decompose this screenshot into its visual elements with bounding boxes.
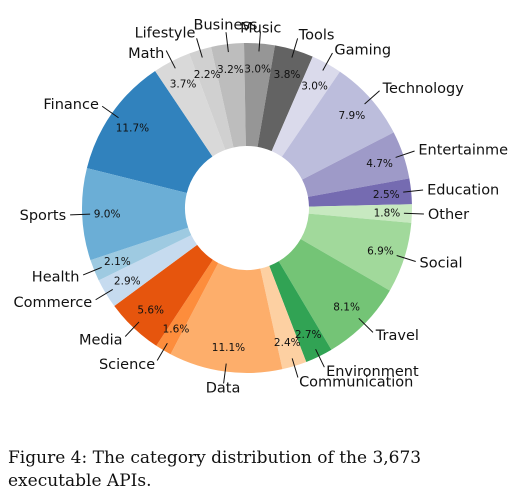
category-label-commerce: Commerce bbox=[14, 295, 93, 311]
slice-sports bbox=[82, 168, 189, 261]
slice-social bbox=[300, 213, 412, 291]
category-label-math: Math bbox=[128, 46, 164, 62]
category-label-technology: Technology bbox=[382, 81, 465, 97]
leader-commerce bbox=[95, 288, 114, 301]
slice-environment bbox=[269, 261, 332, 362]
slice-commerce bbox=[98, 235, 198, 307]
slice-science bbox=[156, 259, 219, 355]
slice-math bbox=[155, 53, 226, 157]
leader-business bbox=[225, 32, 229, 53]
percent-label-lifestyle: 2.2% bbox=[194, 69, 221, 81]
category-label-business: Business bbox=[194, 17, 258, 33]
leader-math bbox=[165, 50, 176, 69]
percent-label-gaming: 3.0% bbox=[301, 80, 328, 92]
slice-tools bbox=[257, 45, 313, 152]
category-label-science: Science bbox=[99, 357, 155, 373]
figure-caption: Figure 4: The category distribution of t… bbox=[8, 448, 422, 491]
leader-communication bbox=[291, 358, 299, 378]
percent-label-music: 3.0% bbox=[244, 63, 271, 75]
percent-label-technology: 7.9% bbox=[339, 110, 366, 122]
leader-education bbox=[403, 189, 424, 193]
leader-environment bbox=[315, 349, 325, 368]
percent-label-social: 6.9% bbox=[367, 245, 394, 257]
percent-label-travel: 8.1% bbox=[333, 301, 360, 313]
category-label-tools: Tools bbox=[298, 28, 335, 44]
slice-entertainment bbox=[302, 132, 410, 197]
category-label-environment: Environment bbox=[326, 364, 419, 380]
category-label-entertainment: Entertainment bbox=[418, 143, 509, 159]
slice-communication bbox=[260, 265, 307, 370]
slice-technology bbox=[281, 71, 394, 180]
percent-label-finance: 11.7% bbox=[116, 123, 149, 135]
slice-health bbox=[90, 227, 192, 281]
slice-data bbox=[170, 262, 283, 373]
leader-sports bbox=[70, 213, 91, 216]
slice-business bbox=[211, 43, 246, 148]
leader-travel bbox=[358, 317, 374, 333]
leader-finance bbox=[101, 105, 119, 119]
percent-label-entertainment: 4.7% bbox=[366, 158, 393, 170]
percent-label-other: 1.8% bbox=[374, 208, 401, 220]
slice-lifestyle bbox=[189, 46, 234, 150]
percent-labels: 11.7%3.7%2.2%3.2% 3.0% 3.8%3.0%7.9%4.7%2.5… bbox=[94, 63, 401, 353]
percent-label-science: 1.6% bbox=[163, 324, 190, 336]
leader-media bbox=[124, 321, 140, 337]
category-label-social: Social bbox=[420, 256, 463, 272]
percent-label-commerce: 2.9% bbox=[114, 276, 141, 288]
percent-label-math: 3.7% bbox=[170, 78, 197, 90]
percent-label-data: 11.1% bbox=[212, 342, 245, 354]
category-label-gaming: Gaming bbox=[334, 42, 391, 58]
category-label-education: Education bbox=[427, 183, 499, 199]
category-label-health: Health bbox=[32, 269, 80, 285]
slice-other bbox=[308, 204, 412, 223]
leader-entertainment bbox=[395, 150, 415, 158]
slice-media bbox=[114, 244, 213, 346]
slice-education bbox=[307, 178, 412, 207]
leader-lifestyle bbox=[196, 38, 203, 58]
leader-technology bbox=[364, 90, 380, 105]
slice-finance bbox=[86, 70, 213, 194]
category-label-communication: Communication bbox=[299, 374, 413, 390]
percent-label-sports: 9.0% bbox=[94, 208, 121, 220]
category-label-music: Music bbox=[240, 21, 281, 37]
slice-music bbox=[243, 43, 275, 147]
percent-label-media: 5.6% bbox=[137, 305, 164, 317]
percent-label-business: 3.2% bbox=[217, 64, 244, 76]
slice-gaming bbox=[271, 56, 340, 157]
percent-label-communication: 2.4% bbox=[274, 337, 301, 349]
category-label-finance: Finance bbox=[43, 97, 99, 113]
category-label-sports: Sports bbox=[20, 208, 66, 224]
leader-music bbox=[258, 31, 261, 52]
category-label-media: Media bbox=[79, 332, 123, 348]
leader-gaming bbox=[322, 52, 333, 71]
category-label-data: Data bbox=[206, 380, 241, 396]
leader-tools bbox=[291, 38, 299, 58]
donut-chart: 11.7%3.7%2.2%3.2% 3.0% 3.8%3.0%7.9%4.7%2.5… bbox=[14, 17, 509, 396]
slices bbox=[82, 43, 412, 373]
percent-label-education: 2.5% bbox=[373, 189, 400, 201]
leader-social bbox=[396, 255, 416, 263]
percent-label-health: 2.1% bbox=[104, 256, 131, 268]
category-label-travel: Travel bbox=[375, 328, 419, 344]
percent-label-environment: 2.7% bbox=[295, 329, 322, 341]
leader-lines bbox=[70, 31, 424, 384]
category-label-lifestyle: Lifestyle bbox=[135, 25, 196, 41]
category-label-other: Other bbox=[428, 207, 469, 223]
percent-label-tools: 3.8% bbox=[274, 69, 301, 81]
leader-science bbox=[156, 343, 168, 361]
leader-other bbox=[403, 212, 424, 215]
leader-data bbox=[223, 363, 227, 384]
leader-health bbox=[82, 266, 102, 276]
